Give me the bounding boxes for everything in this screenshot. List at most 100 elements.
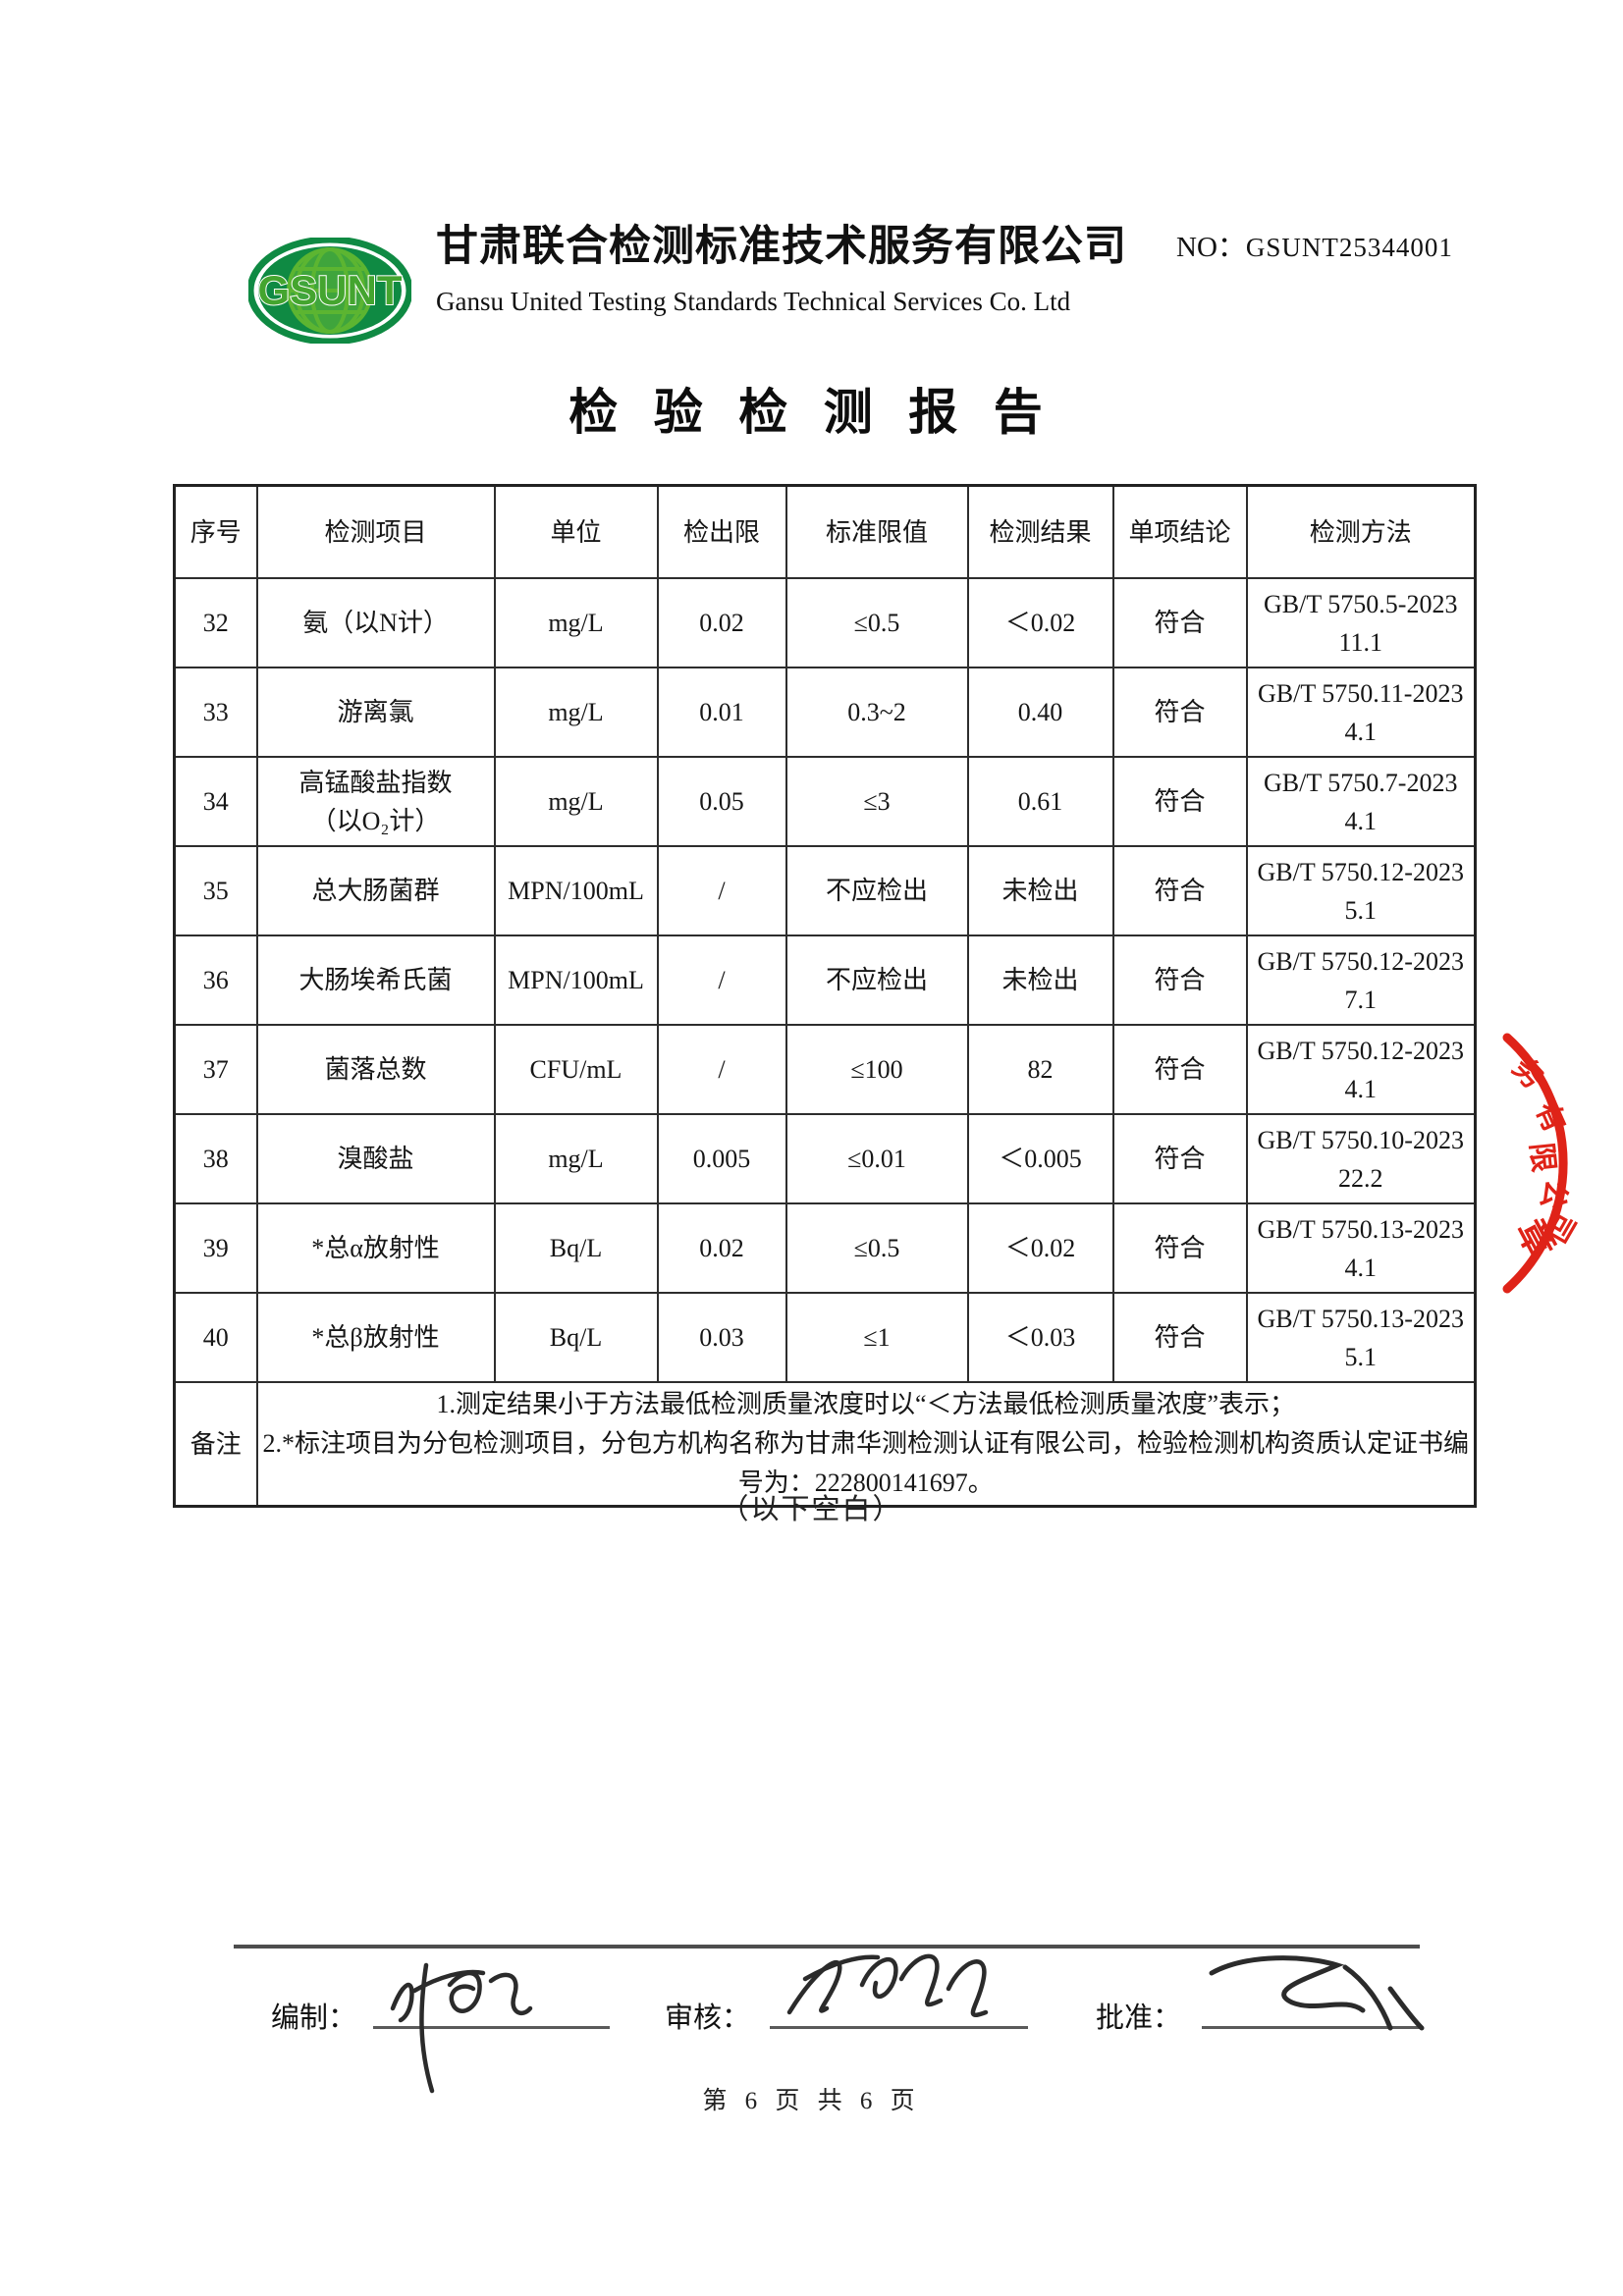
results-tbody: 32 氨（以N计） mg/L 0.02 ≤0.5 ＜0.02 符合 GB/T 5750.5-2… <box>173 577 1477 1383</box>
cell-standard-limit: ≤1 <box>784 1292 969 1383</box>
document-title: 检 验 检 测 报 告 <box>568 385 1055 440</box>
cell-method: GB/T 5750.12-2023 7.1 <box>1245 934 1477 1026</box>
cell-no: 40 <box>173 1292 258 1383</box>
cell-item: *总α放射性 <box>255 1202 496 1294</box>
cell-detection-limit: 0.02 <box>656 577 787 668</box>
report-number-label: NO： <box>1176 232 1246 263</box>
table-row: 38 溴酸盐 mg/L 0.005 ≤0.01 ＜0.005 符合 GB/T 5750.10-… <box>173 1113 1477 1204</box>
svg-text:限: 限 <box>1524 1141 1559 1173</box>
cell-conclusion: 符合 <box>1111 845 1248 936</box>
cell-method: GB/T 5750.12-2023 5.1 <box>1245 845 1477 936</box>
cell-unit: mg/L <box>493 1113 659 1204</box>
cell-no: 33 <box>173 667 258 758</box>
logo-text: GSUNT <box>258 267 403 313</box>
table-row: 37 菌落总数 CFU/mL / ≤100 82 符合 GB/T 5750.12-2023 4… <box>173 1024 1477 1115</box>
cell-unit: Bq/L <box>493 1202 659 1294</box>
remark-line-1: 1.测定结果小于方法最低检测质量浓度时以“＜方法最低检测质量浓度”表示； <box>436 1390 1296 1418</box>
cell-no: 38 <box>173 1113 258 1204</box>
cell-detection-limit: / <box>656 1024 787 1115</box>
cell-standard-limit: 不应检出 <box>784 934 969 1026</box>
cell-unit: CFU/mL <box>493 1024 659 1115</box>
cell-no: 35 <box>173 845 258 936</box>
cell-detection-limit: 0.03 <box>656 1292 787 1383</box>
globe-icon <box>287 247 373 334</box>
cell-unit: mg/L <box>493 756 659 847</box>
cell-detection-limit: 0.05 <box>656 756 787 847</box>
cell-item: 大肠埃希氏菌 <box>255 934 496 1026</box>
cell-no: 32 <box>173 577 258 668</box>
cell-method: GB/T 5750.12-2023 4.1 <box>1245 1024 1477 1115</box>
header-no: 序号 <box>173 484 258 579</box>
remarks-row: 备注 1.测定结果小于方法最低检测质量浓度时以“＜方法最低检测质量浓度”表示； … <box>173 1381 1477 1508</box>
header-item: 检测项目 <box>255 484 496 579</box>
approved-by-label: 批准： <box>1096 2002 1182 2034</box>
cell-unit: MPN/100mL <box>493 845 659 936</box>
header-standard-limit: 标准限值 <box>784 484 969 579</box>
cell-detection-limit: 0.005 <box>656 1113 787 1204</box>
prepared-by-label: 编制： <box>271 2002 357 2034</box>
cell-standard-limit: 0.3~2 <box>784 667 969 758</box>
results-table: 序号 检测项目 单位 检出限 标准限值 检测结果 单项结论 检测方法 32 氨（以… <box>173 484 1477 1508</box>
cell-no: 37 <box>173 1024 258 1115</box>
cell-conclusion: 符合 <box>1111 756 1248 847</box>
header-unit: 单位 <box>493 484 659 579</box>
cell-conclusion: 符合 <box>1111 1202 1248 1294</box>
cell-result: ＜0.03 <box>966 1292 1114 1383</box>
cell-method: GB/T 5750.7-2023 4.1 <box>1245 756 1477 847</box>
reviewed-by-signature-line <box>770 2026 1028 2029</box>
header-result: 检测结果 <box>966 484 1114 579</box>
table-row: 32 氨（以N计） mg/L 0.02 ≤0.5 ＜0.02 符合 GB/T 5750.5-2… <box>173 577 1477 668</box>
cell-conclusion: 符合 <box>1111 934 1248 1026</box>
cell-standard-limit: ≤100 <box>784 1024 969 1115</box>
blank-below-note: （以下空白） <box>720 1494 903 1525</box>
cell-item: 高锰酸盐指数 （以O₂计） <box>255 756 496 847</box>
company-logo: GSUNT <box>248 238 411 344</box>
report-number: NO：GSUNT25344001 <box>1176 224 1453 265</box>
cell-item: *总β放射性 <box>255 1292 496 1383</box>
cell-conclusion: 符合 <box>1111 1024 1248 1115</box>
cell-conclusion: 符合 <box>1111 1292 1248 1383</box>
report-number-value: GSUNT25344001 <box>1245 233 1453 262</box>
cell-item: 菌落总数 <box>255 1024 496 1115</box>
cell-no: 36 <box>173 934 258 1026</box>
approved-by-signature-line <box>1202 2026 1422 2029</box>
table-row: 33 游离氯 mg/L 0.01 0.3~2 0.40 符合 GB/T 5750.11-202… <box>173 667 1477 758</box>
cell-item: 总大肠菌群 <box>255 845 496 936</box>
header-conclusion: 单项结论 <box>1111 484 1248 579</box>
cell-result: ＜0.005 <box>966 1113 1114 1204</box>
remark-line-2: 2.*标注项目为分包检测项目，分包方机构名称为甘肃华测检测认证有限公司，检验检测… <box>262 1429 1469 1497</box>
cell-item: 游离氯 <box>255 667 496 758</box>
cell-method: GB/T 5750.5-2023 11.1 <box>1245 577 1477 668</box>
cell-method: GB/T 5750.10-2023 22.2 <box>1245 1113 1477 1204</box>
prepared-by-signature-line <box>373 2026 610 2029</box>
cell-standard-limit: ≤3 <box>784 756 969 847</box>
cell-no: 34 <box>173 756 258 847</box>
table-row: 35 总大肠菌群 MPN/100mL / 不应检出 未检出 符合 GB/T 5750.12-2… <box>173 845 1477 936</box>
cell-item: 氨（以N计） <box>255 577 496 668</box>
cell-result: 0.40 <box>966 667 1114 758</box>
approved-by-handwriting <box>1209 1955 1425 2031</box>
cell-standard-limit: ≤0.5 <box>784 577 969 668</box>
cell-detection-limit: / <box>656 845 787 936</box>
cell-result: 未检出 <box>966 934 1114 1026</box>
table-header-row: 序号 检测项目 单位 检出限 标准限值 检测结果 单项结论 检测方法 <box>173 484 1477 579</box>
remarks-body: 1.测定结果小于方法最低检测质量浓度时以“＜方法最低检测质量浓度”表示； 2.*… <box>255 1381 1477 1508</box>
page-number: 第 6 页 共 6 页 <box>702 2088 921 2114</box>
company-name-cn: 甘肃联合检测标准技术服务有限公司 <box>436 224 1127 270</box>
cell-method: GB/T 5750.13-2023 5.1 <box>1245 1292 1477 1383</box>
cell-no: 39 <box>173 1202 258 1294</box>
svg-text:公: 公 <box>1535 1177 1573 1212</box>
remarks-label: 备注 <box>173 1381 258 1508</box>
header-detection-limit: 检出限 <box>656 484 787 579</box>
seal-arc <box>1502 1033 1568 1294</box>
cell-detection-limit: 0.02 <box>656 1202 787 1294</box>
cell-method: GB/T 5750.11-2023 4.1 <box>1245 667 1477 758</box>
prepared-by-handwriting <box>390 1962 533 2094</box>
cell-result: 82 <box>966 1024 1114 1115</box>
cell-conclusion: 符合 <box>1111 1113 1248 1204</box>
cell-detection-limit: / <box>656 934 787 1026</box>
table-row: 34 高锰酸盐指数 （以O₂计） mg/L 0.05 ≤3 0.61 符合 GB/T 5750… <box>173 756 1477 847</box>
cell-item: 溴酸盐 <box>255 1113 496 1204</box>
table-row: 36 大肠埃希氏菌 MPN/100mL / 不应检出 未检出 符合 GB/T 5750.12-… <box>173 934 1477 1026</box>
